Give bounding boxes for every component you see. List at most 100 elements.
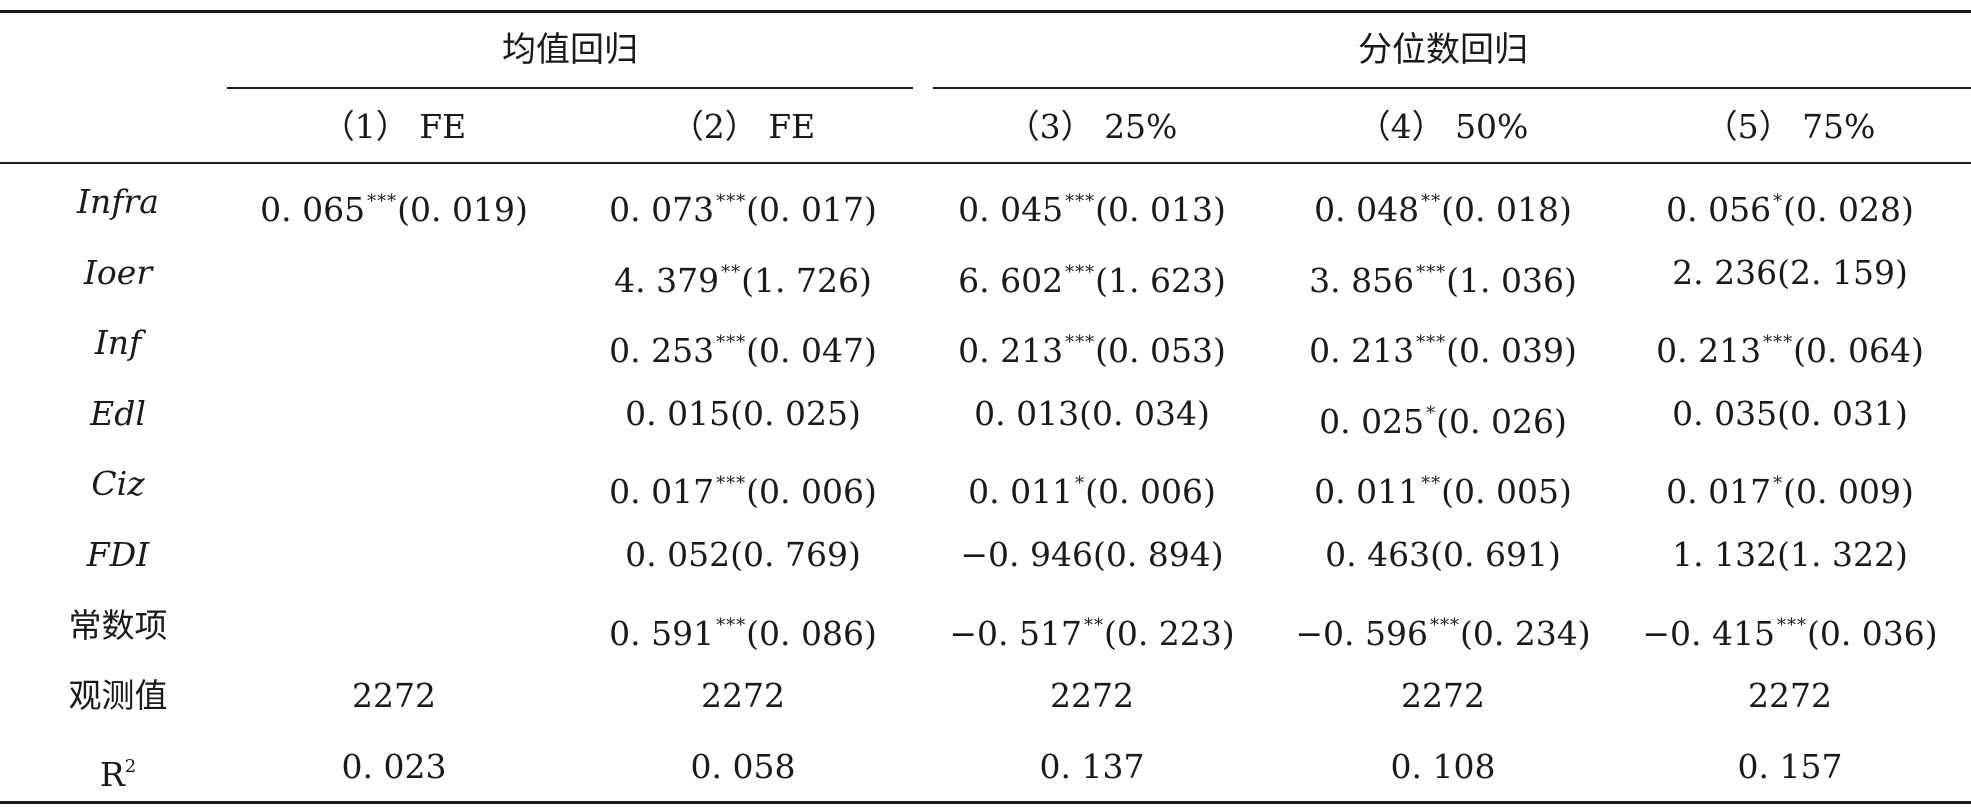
table-cell: 1. 132(1. 322)	[1672, 535, 1908, 575]
standard-error: (0. 028)	[1783, 190, 1914, 229]
bottom-rule	[0, 801, 1971, 804]
standard-error: (2. 159)	[1777, 252, 1908, 292]
row-label: Inf	[95, 323, 142, 363]
row-label: Edl	[90, 394, 146, 434]
table-cell: 2272	[1401, 676, 1485, 716]
row-label: Ioer	[84, 253, 152, 293]
standard-error: (1. 726)	[741, 260, 872, 300]
coefficient: 2. 236	[1672, 252, 1778, 292]
table-cell: 2272	[352, 676, 436, 716]
table-cell: 0. 591 ***(0. 086)	[609, 606, 877, 654]
standard-error: (0. 691)	[1430, 535, 1561, 574]
significance-stars: *	[1773, 191, 1784, 212]
coefficient: 0. 017	[609, 472, 715, 512]
coefficient: 0. 213	[1656, 331, 1762, 371]
table-cell: 0. 213 ***(0. 039)	[1309, 323, 1577, 371]
coefficient: 0. 035	[1672, 393, 1778, 433]
standard-error: (1. 623)	[1095, 260, 1226, 300]
coefficient: 0. 137	[1039, 746, 1145, 786]
coefficient: 0. 058	[690, 746, 796, 786]
column-header: （5） 75%	[1704, 107, 1876, 146]
table-cell: −0. 517 **(0. 223)	[949, 606, 1234, 654]
row-label-text: FDI	[86, 535, 150, 574]
coefficient: 0. 108	[1390, 746, 1496, 786]
coefficient: 0. 253	[609, 331, 715, 371]
coefficient: 0. 015	[625, 393, 731, 433]
coefficient: 0. 157	[1737, 746, 1843, 786]
table-cell: 2272	[701, 676, 785, 716]
standard-error: (0. 031)	[1777, 393, 1908, 433]
table-cell: 0. 023	[342, 747, 447, 787]
column-header: （3） 25%	[1006, 107, 1178, 146]
table-cell: 0. 035(0. 031)	[1672, 394, 1908, 434]
table-cell: 0. 065 ***(0. 019)	[260, 182, 528, 230]
significance-stars: ***	[716, 191, 747, 212]
group-header: 分位数回归	[1358, 30, 1528, 70]
table-cell: 0. 011 **(0. 005)	[1314, 464, 1572, 512]
standard-error: (0. 013)	[1095, 190, 1226, 229]
coefficient: 0. 017	[1666, 472, 1772, 512]
standard-error: (0. 025)	[730, 393, 861, 433]
coefficient: −0. 517	[949, 613, 1082, 653]
coefficient: 6. 602	[958, 260, 1064, 300]
row-label-text: 观测值	[68, 676, 168, 716]
table-cell: 0. 058	[691, 747, 796, 787]
table-cell: 0. 108	[1391, 747, 1496, 787]
coefficient: −0. 596	[1295, 613, 1428, 653]
table-cell: 0. 013(0. 034)	[974, 394, 1210, 434]
standard-error: (0. 039)	[1446, 331, 1577, 371]
standard-error: (0. 047)	[746, 331, 877, 371]
table-cell: 0. 011 *(0. 006)	[968, 464, 1216, 512]
significance-stars: ***	[716, 473, 747, 495]
significance-stars: ***	[1776, 614, 1807, 636]
row-label-text: Inf	[94, 323, 142, 363]
standard-error: (0. 036)	[1806, 613, 1938, 653]
coefficient: 0. 052	[625, 535, 731, 574]
row-label-text: Infra	[77, 182, 159, 221]
table-cell: 4. 379 **(1. 726)	[614, 253, 872, 301]
significance-stars: **	[1421, 473, 1442, 495]
row-label: Ciz	[91, 464, 144, 504]
coefficient: 2272	[1050, 676, 1134, 716]
group-rule-quantile	[933, 87, 1971, 89]
coefficient: 0. 045	[958, 190, 1064, 229]
coefficient: 0. 011	[968, 472, 1074, 512]
coefficient: 0. 073	[609, 190, 715, 229]
significance-stars: ***	[1763, 332, 1794, 354]
significance-stars: **	[721, 261, 742, 283]
standard-error: (0. 006)	[746, 472, 877, 512]
table-cell: 0. 213 ***(0. 053)	[958, 323, 1226, 371]
table-cell: 0. 157	[1738, 747, 1843, 787]
row-label: Infra	[77, 182, 159, 222]
table-cell: 0. 048 **(0. 018)	[1314, 182, 1572, 230]
row-label: 观测值	[69, 676, 168, 716]
column-header: （4） 50%	[1357, 107, 1529, 146]
standard-error: (0. 223)	[1103, 613, 1235, 653]
coefficient: −0. 946	[960, 535, 1093, 574]
coefficient: 0. 591	[609, 613, 715, 653]
group-header: 均值回归	[502, 30, 638, 70]
coefficient: 2272	[1401, 676, 1485, 716]
group-rule-mean	[227, 87, 913, 89]
coefficient: 4. 379	[614, 260, 720, 300]
coefficient: 0. 056	[1666, 190, 1772, 229]
standard-error: (0. 005)	[1441, 472, 1572, 512]
standard-error: (0. 064)	[1793, 331, 1924, 371]
column-header: （2） FE	[670, 107, 816, 146]
coefficient: 0. 463	[1325, 535, 1431, 574]
standard-error: (0. 026)	[1436, 401, 1567, 441]
row-label: R2	[100, 747, 136, 795]
row-label-text: Ioer	[83, 252, 153, 292]
column-header: （1） FE	[321, 107, 467, 146]
significance-stars: *	[1426, 402, 1437, 424]
row-label-text: Edl	[90, 393, 146, 433]
significance-stars: ***	[367, 191, 398, 212]
coefficient: 1. 132	[1672, 535, 1778, 574]
significance-stars: ***	[1065, 261, 1096, 283]
table-cell: 0. 137	[1040, 747, 1145, 787]
standard-error: (0. 086)	[746, 613, 877, 653]
significance-stars: *	[1075, 473, 1086, 495]
significance-stars: **	[1421, 191, 1442, 212]
row-label: FDI	[87, 535, 149, 575]
table-cell: 2272	[1748, 676, 1832, 716]
